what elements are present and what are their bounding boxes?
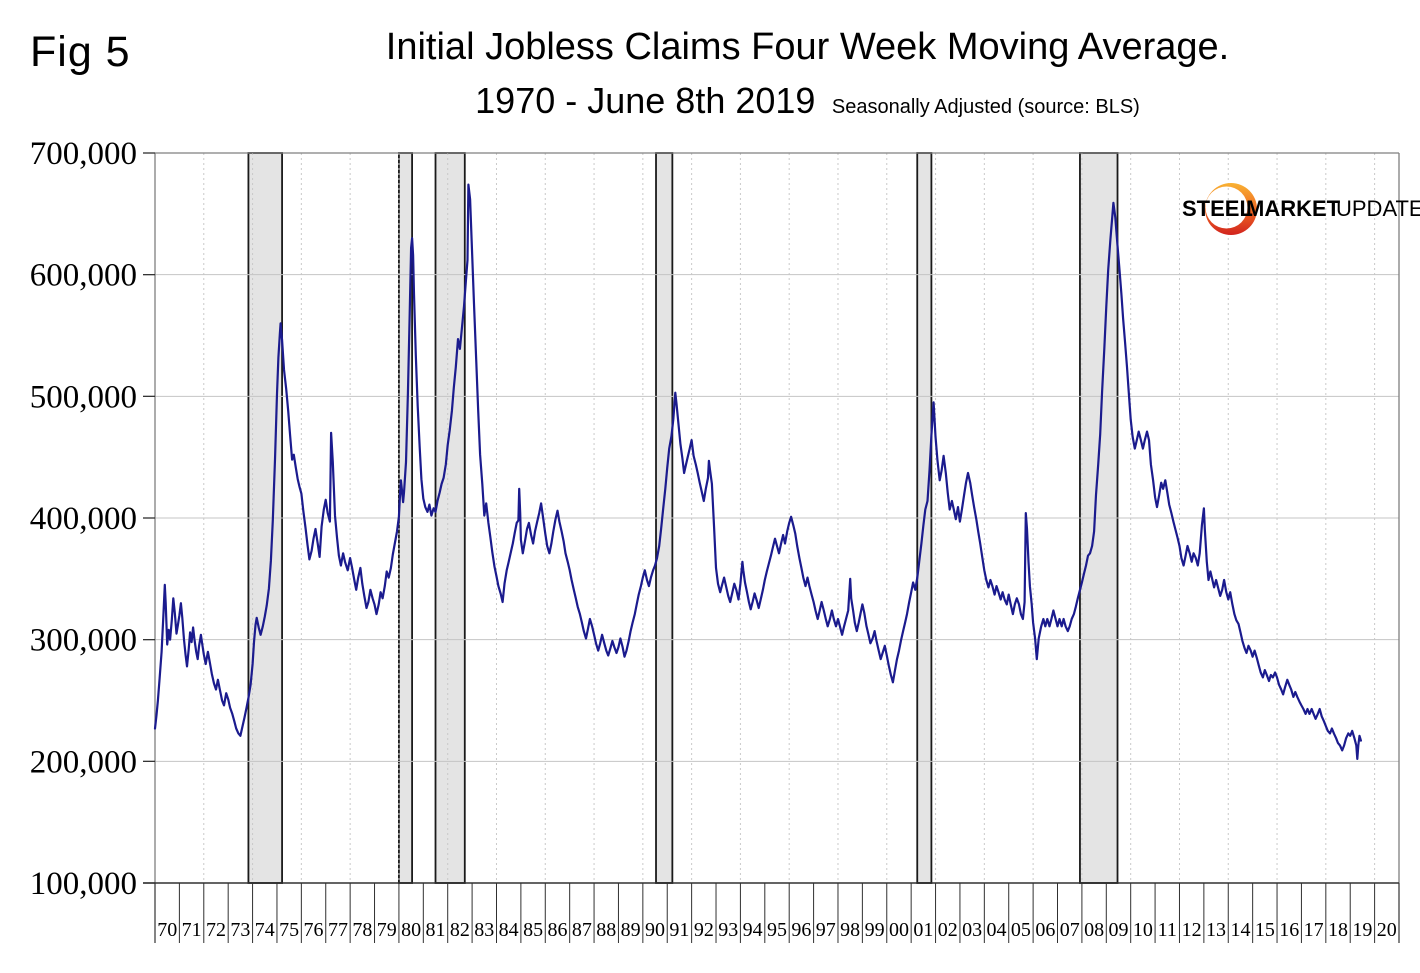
- data-series-layer: [153, 183, 1362, 760]
- x-tick-label: 08: [1084, 919, 1104, 941]
- x-tick-label: 18: [1328, 919, 1348, 941]
- x-tick-label: 19: [1352, 919, 1372, 941]
- x-tick-label: 73: [230, 919, 250, 941]
- x-tick-label: 12: [1182, 919, 1202, 941]
- x-tick-label: 15: [1255, 919, 1275, 941]
- logo-word-steel: STEEL: [1182, 196, 1253, 221]
- x-tick-label: 86: [547, 919, 567, 941]
- x-tick-label: 75: [279, 919, 299, 941]
- x-tick-label: 13: [1206, 919, 1226, 941]
- x-tick-label: 84: [499, 919, 519, 941]
- x-tick-label: 16: [1279, 919, 1299, 941]
- x-tick-label: 88: [596, 919, 616, 941]
- x-tick-label: 71: [182, 919, 202, 941]
- x-tick-label: 74: [255, 919, 275, 941]
- x-tick-label: 79: [377, 919, 397, 941]
- y-tick-label: 700,000: [30, 136, 137, 172]
- axis-labels-layer: 100,000 200,000 300,000 400,000 500,000 600,0…: [30, 136, 1397, 941]
- x-tick-label: 83: [474, 919, 494, 941]
- x-tick-label: 91: [669, 919, 689, 941]
- x-tick-label: 10: [1133, 919, 1153, 941]
- jobless-claims-line: [153, 183, 1362, 760]
- x-tick-label: 95: [767, 919, 787, 941]
- steel-market-update-logo: STEEL MARKET UPDATE: [1182, 183, 1420, 235]
- x-tick-label: 11: [1158, 919, 1177, 941]
- x-tick-label: 77: [328, 919, 348, 941]
- x-tick-label: 01: [913, 919, 933, 941]
- x-tick-label: 70: [157, 919, 177, 941]
- logo-word-market: MARKET: [1246, 196, 1341, 221]
- x-tick-label: 03: [962, 919, 982, 941]
- x-tick-label: 98: [840, 919, 860, 941]
- x-tick-label: 72: [206, 919, 226, 941]
- x-tick-label: 92: [694, 919, 714, 941]
- figure-label: Fig 5: [30, 28, 131, 76]
- y-tick-label: 500,000: [30, 379, 137, 415]
- y-tick-label: 600,000: [30, 258, 137, 294]
- axes-frame-layer: [143, 152, 1400, 943]
- y-tick-label: 100,000: [30, 866, 137, 902]
- x-tick-label: 97: [816, 919, 836, 941]
- x-tick-label: 82: [450, 919, 470, 941]
- x-tick-label: 04: [987, 919, 1007, 941]
- x-tick-label: 78: [352, 919, 372, 941]
- gridlines-layer: [155, 153, 1399, 883]
- y-tick-label: 300,000: [30, 623, 137, 659]
- logo-word-update: UPDATE: [1336, 196, 1420, 221]
- y-tick-label: 400,000: [30, 501, 137, 537]
- x-tick-label: 93: [718, 919, 738, 941]
- x-tick-label: 87: [572, 919, 592, 941]
- chart-subtitle: 1970 - June 8th 2019: [475, 80, 816, 121]
- x-tick-label: 96: [791, 919, 811, 941]
- chart-title: Initial Jobless Claims Four Week Moving …: [385, 26, 1230, 68]
- y-tick-label: 200,000: [30, 744, 137, 780]
- chart-subtitle-row: 1970 - June 8th 2019 Seasonally Adjusted…: [240, 80, 1375, 122]
- x-tick-label: 06: [1035, 919, 1055, 941]
- x-tick-label: 80: [401, 919, 421, 941]
- x-tick-label: 05: [1011, 919, 1031, 941]
- x-tick-label: 85: [523, 919, 543, 941]
- logo-crescent-icon: [1205, 183, 1257, 235]
- x-tick-label: 17: [1304, 919, 1324, 941]
- x-tick-label: 00: [889, 919, 909, 941]
- x-tick-label: 94: [743, 919, 763, 941]
- x-tick-label: 89: [621, 919, 641, 941]
- x-tick-label: 20: [1377, 919, 1397, 941]
- x-tick-label: 76: [304, 919, 324, 941]
- x-tick-label: 14: [1230, 919, 1250, 941]
- x-tick-label: 09: [1108, 919, 1128, 941]
- x-tick-label: 81: [426, 919, 446, 941]
- x-tick-label: 99: [865, 919, 885, 941]
- x-tick-label: 07: [1060, 919, 1080, 941]
- x-tick-label: 90: [645, 919, 665, 941]
- x-tick-label: 02: [938, 919, 958, 941]
- chart-subtitle-note: Seasonally Adjusted (source: BLS): [831, 96, 1140, 118]
